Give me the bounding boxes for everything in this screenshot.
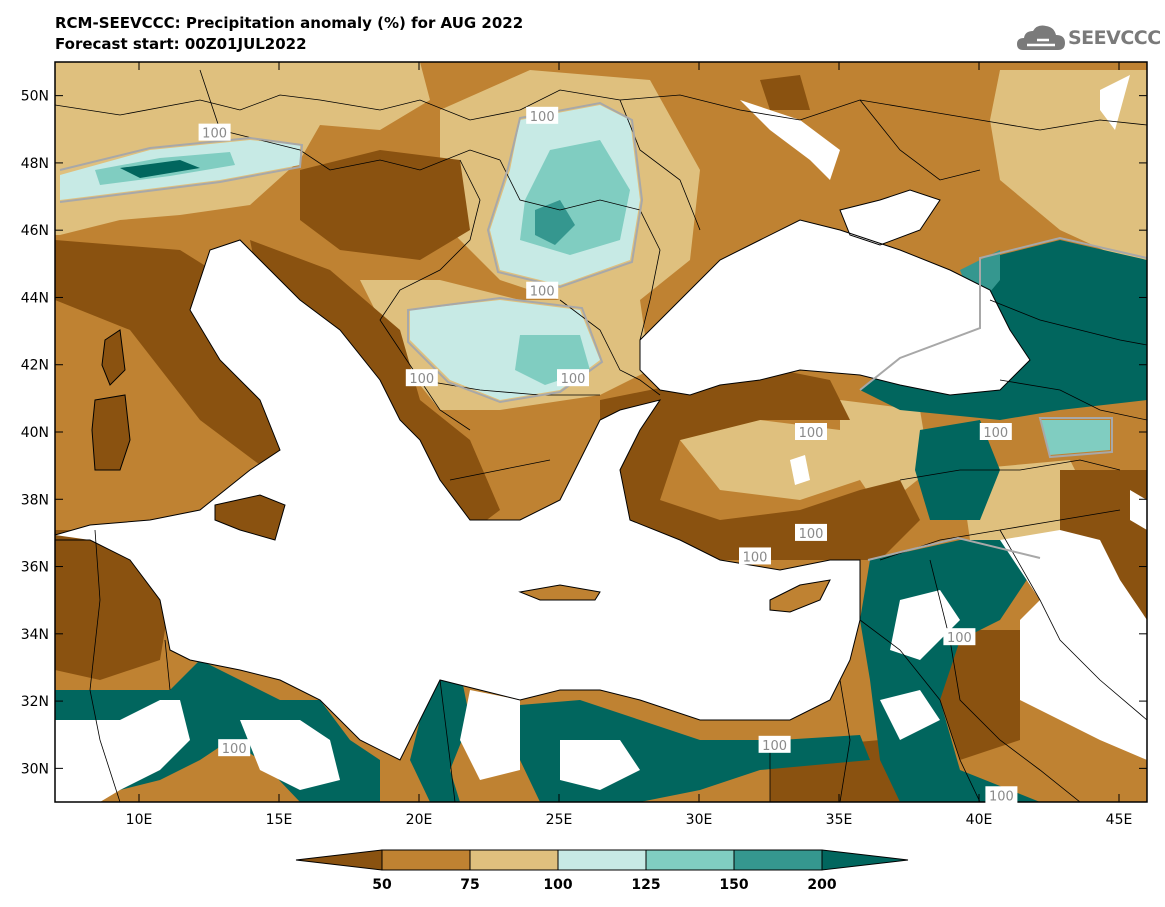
contour-label-bg-5 — [795, 423, 827, 440]
field-gt200-east-turkey — [915, 420, 1000, 520]
field-125-150-east-turkey — [1040, 420, 1110, 455]
field-lt50-arabia — [940, 630, 1020, 760]
field-150-200-carpathians — [535, 200, 575, 245]
contour-label: 100 — [799, 527, 824, 542]
nodata-streak-2 — [1100, 75, 1130, 130]
contour-label: 100 — [409, 372, 434, 387]
contour-label-bg-1 — [526, 106, 559, 124]
contour-label-bg-2 — [526, 281, 559, 299]
contour-label-bg-7 — [795, 523, 827, 541]
lat-tick-label: 32N — [21, 694, 49, 710]
lat-tick-label: 38N — [21, 492, 49, 508]
lon-tick-label: 35E — [826, 812, 853, 828]
contour-label-bg-0 — [198, 123, 231, 141]
nodata-syria-iraq — [880, 530, 1147, 760]
colorbar: 50 75 100 125 150 200 — [295, 849, 909, 893]
contour-100-lines — [59, 101, 1147, 561]
field-lt50-ukraine — [760, 75, 810, 110]
colorbar-level-label: 100 — [543, 877, 572, 893]
island-corsica — [102, 330, 125, 385]
lon-tick-label: 45E — [1106, 812, 1133, 828]
contour-label: 100 — [762, 739, 787, 754]
island-sicily — [215, 495, 285, 540]
logo-text: SEEVCCC — [1068, 27, 1161, 49]
colorbar-low-arrow — [295, 849, 383, 871]
lat-tick-label: 48N — [21, 156, 49, 172]
contour-label: 100 — [983, 426, 1008, 441]
contour-labels: 100 100 100 100 100 100 100 100 100 100 100 100 100 — [198, 106, 1018, 804]
colorbar-box-2 — [557, 849, 647, 871]
island-sardinia — [92, 395, 130, 470]
contour-label-bg-6 — [979, 423, 1012, 440]
colorbar-box-3 — [645, 849, 735, 871]
nodata-streak-3 — [1130, 490, 1147, 530]
nodata-africa — [55, 690, 640, 802]
seevccc-logo-icon — [1017, 25, 1065, 50]
field-lt50-alps — [300, 150, 470, 260]
island-cyprus — [770, 580, 830, 612]
contour-label-bg-12 — [985, 786, 1018, 804]
field-gt200-alps — [120, 160, 200, 178]
contour-label: 100 — [947, 631, 972, 646]
coastlines — [55, 189, 1031, 761]
lon-tick-label: 20E — [406, 812, 433, 828]
contour-label: 100 — [743, 550, 768, 565]
map-title: RCM-SEEVCCC: Precipitation anomaly (%) f… — [55, 14, 524, 32]
colorbar-box-0 — [381, 849, 471, 871]
axis-ticks: 50N 48N 46N 44N 42N 40N 38N 36N 34N 32N 30N 10E 15E 2… — [21, 62, 1147, 828]
contour-label: 100 — [202, 127, 227, 142]
contour-label: 100 — [799, 426, 824, 441]
colorbar-level-label: 75 — [460, 877, 479, 893]
lat-tick-label: 50N — [21, 89, 49, 105]
nodata-anatolia-pocket — [790, 455, 810, 485]
lat-tick-label: 34N — [21, 627, 49, 643]
contour-label: 100 — [530, 110, 555, 125]
colorbar-level-label: 200 — [807, 877, 836, 893]
lon-tick-label: 40E — [966, 812, 993, 828]
colorbar-level-label: 125 — [631, 877, 660, 893]
contour-label: 100 — [530, 285, 555, 300]
contour-label: 100 — [989, 789, 1014, 804]
colorbar-level-label: 150 — [719, 877, 748, 893]
forecast-start-subtitle: Forecast start: 00Z01JUL2022 — [55, 35, 307, 53]
lon-tick-label: 15E — [266, 812, 293, 828]
colorbar-box-4 — [733, 849, 823, 871]
lat-tick-label: 36N — [21, 560, 49, 576]
lat-tick-label: 30N — [21, 761, 49, 777]
contour-label-bg-11 — [758, 735, 791, 753]
contour-label-bg-8 — [739, 547, 771, 565]
sea-adriatic-tyrrhenian-med — [55, 240, 860, 760]
nodata-streak-1 — [740, 100, 840, 180]
colorbar-level-label: 50 — [372, 877, 392, 893]
country-borders — [55, 69, 1147, 802]
lat-tick-label: 46N — [21, 223, 49, 239]
lat-tick-label: 42N — [21, 358, 49, 374]
colorbar-high-arrow — [821, 849, 909, 871]
lon-tick-label: 30E — [686, 812, 713, 828]
field-lt50-turkey-west — [600, 370, 920, 560]
map-fields — [55, 62, 1147, 802]
contour-label-bg-3 — [405, 369, 438, 387]
contour-label-bg-4 — [557, 369, 589, 387]
field-75-100-anatolia-north — [840, 400, 930, 510]
colorbar-box-1 — [469, 849, 559, 871]
sea-black-sea — [640, 220, 1030, 395]
contour-label-bg-10 — [218, 739, 251, 757]
contour-label: 100 — [222, 742, 247, 757]
lat-tick-label: 44N — [21, 290, 49, 306]
lon-tick-label: 25E — [546, 812, 573, 828]
lat-tick-label: 40N — [21, 425, 49, 441]
contour-label-bg-9 — [943, 628, 976, 646]
lon-tick-label: 10E — [126, 812, 153, 828]
contour-label: 100 — [561, 372, 586, 387]
